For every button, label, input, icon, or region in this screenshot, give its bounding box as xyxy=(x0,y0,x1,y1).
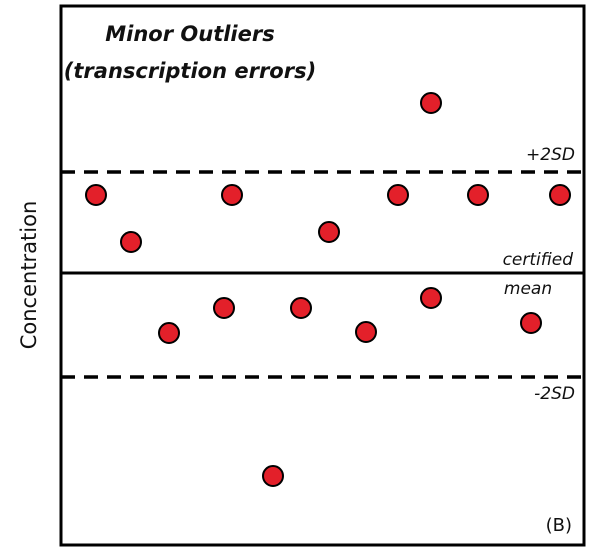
axis-label: Concentration xyxy=(17,201,41,350)
point xyxy=(85,184,107,206)
point xyxy=(467,184,489,206)
point xyxy=(420,92,442,114)
line-label: mean xyxy=(504,279,552,299)
title-line: (transcription errors) xyxy=(64,59,316,83)
point xyxy=(221,184,243,206)
point xyxy=(158,322,180,344)
point xyxy=(387,184,409,206)
point xyxy=(120,231,142,253)
point xyxy=(355,321,377,343)
point xyxy=(549,184,571,206)
line-label: certified xyxy=(503,250,574,270)
points xyxy=(85,92,571,487)
point xyxy=(290,297,312,319)
panel-label: (B) xyxy=(546,515,572,536)
title-line: Minor Outliers xyxy=(105,22,274,46)
point xyxy=(420,287,442,309)
point xyxy=(318,221,340,243)
line-label: +2SD xyxy=(526,145,575,165)
line-label: -2SD xyxy=(534,384,575,404)
point xyxy=(213,297,235,319)
frame xyxy=(59,4,586,547)
point xyxy=(262,465,284,487)
point xyxy=(520,312,542,334)
